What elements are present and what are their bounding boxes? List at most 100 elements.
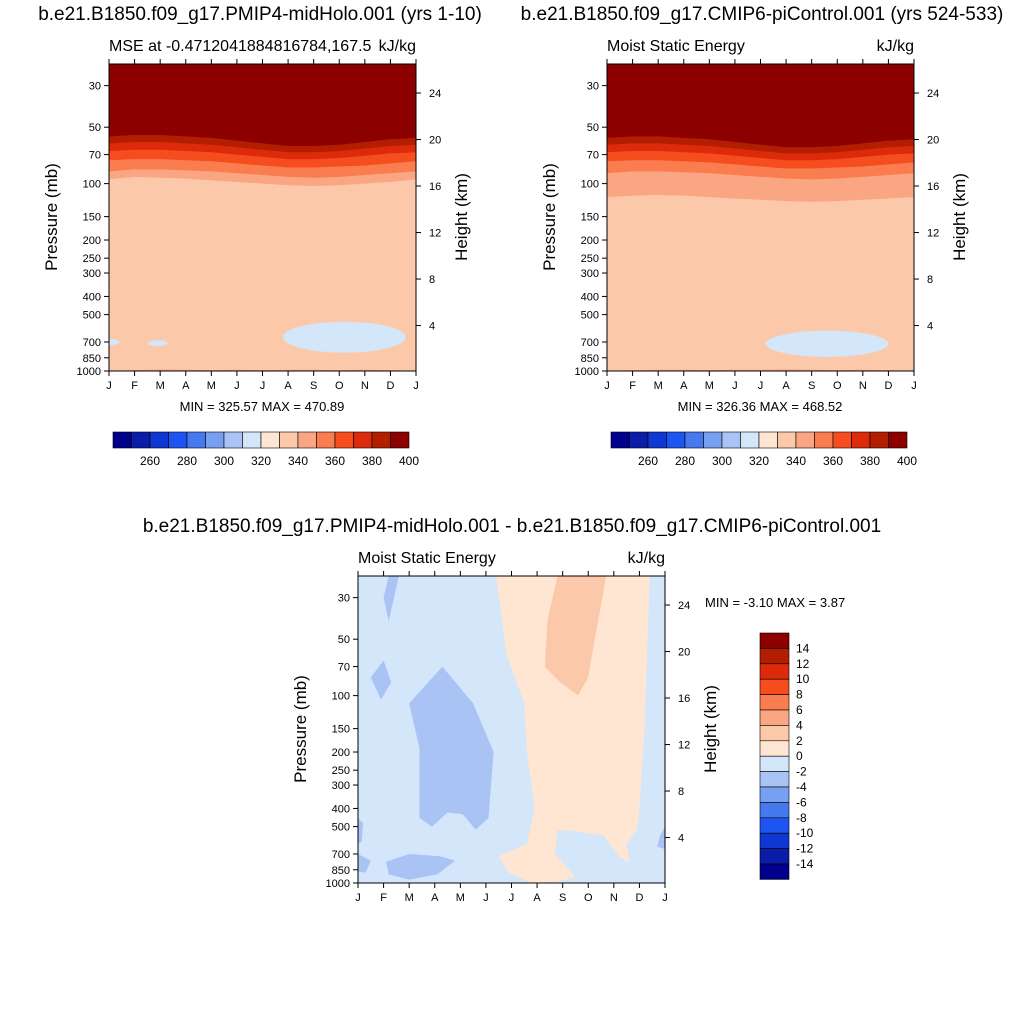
min-max-text: MIN = -3.10 MAX = 3.87 [705,595,845,610]
contour-field [606,63,915,372]
colorbar-label: 340 [786,454,806,468]
y-tick-label: 400 [332,803,350,815]
colorbar-box [610,431,630,449]
colorbar-label: 6 [796,703,803,717]
colorbar-label: 280 [675,454,695,468]
x-tick-label: J [260,380,266,392]
colorbar: 260 280 300 320 340 360 380 400 [112,431,419,468]
x-tick-label: A [782,380,790,392]
colorbar-box [759,663,790,680]
panel-title: b.e21.B1850.f09_g17.CMIP6-piControl.001 … [521,4,1004,25]
contour-region [386,853,456,880]
colorbar-box [371,431,391,449]
colorbar-box [759,755,790,772]
y-axis-label: Pressure (mb) [291,675,310,783]
panel-subtitle-left: Moist Static Energy [607,38,745,55]
colorbar-box [759,832,790,849]
panel-subtitle-left: Moist Static Energy [358,550,496,567]
y-tick-label: 500 [332,822,350,834]
x-tick-label: M [156,380,165,392]
y-tick-label: 1000 [326,878,350,890]
x-tick-label: D [635,892,643,904]
y-axis-label: Pressure (mb) [540,163,559,271]
colorbar-box [869,431,889,449]
panel-units: kJ/kg [379,38,416,55]
colorbar-box [759,632,790,649]
y-tick-label: 500 [581,310,599,322]
colorbar-label: -2 [796,765,807,779]
panel-subtitle-left: MSE at -0.4712041884816784,167.5 [109,38,372,55]
colorbar-box [759,802,790,819]
colorbar-label: -14 [796,857,814,871]
y-axis-right-label: Height (km) [701,685,720,773]
colorbar-box [759,725,790,742]
y-right-tick-label: 4 [429,321,435,333]
x-tick-label: A [284,380,292,392]
x-tick-label: J [234,380,240,392]
colorbar: 260 280 300 320 340 360 380 400 [610,431,917,468]
panel-units: kJ/kg [877,38,914,55]
y-tick-label: 50 [587,122,599,134]
mse-difference-panel: b.e21.B1850.f09_g17.PMIP4-midHolo.001 - … [143,516,881,904]
colorbar-box [131,431,151,449]
y-tick-label: 30 [338,593,350,605]
y-right-tick-label: 8 [678,786,684,798]
colorbar-label: 14 [796,641,810,655]
y-tick-label: 850 [581,353,599,365]
contour-region [358,853,371,873]
colorbar-label: 360 [325,454,345,468]
y-tick-label: 250 [332,765,350,777]
colorbar-label: -6 [796,795,807,809]
x-tick-label: F [629,380,636,392]
contour-fill [109,64,416,371]
min-max-text: MIN = 325.57 MAX = 470.89 [180,399,345,414]
colorbar-label: 400 [897,454,917,468]
x-tick-label: F [131,380,138,392]
contour-band [109,64,416,140]
contour-field [357,575,666,884]
axis-ticks: J F M A M J J A S O N D J 30 50 70 100 150 200 250 300 400 500… [326,571,690,904]
y-tick-label: 250 [581,253,599,265]
y-axis-right-label: Height (km) [452,173,471,261]
colorbar-box [186,431,206,449]
colorbar-label: 380 [860,454,880,468]
y-tick-label: 200 [83,235,101,247]
y-tick-label: 150 [332,724,350,736]
panel-title: b.e21.B1850.f09_g17.PMIP4-midHolo.001 - … [143,516,881,537]
y-tick-label: 700 [332,849,350,861]
x-tick-label: J [911,380,917,392]
colorbar-label: 320 [749,454,769,468]
contour-blob [765,330,889,357]
y-tick-label: 1000 [575,366,599,378]
y-tick-label: 300 [332,780,350,792]
y-tick-label: 100 [581,179,599,191]
x-tick-label: J [662,892,668,904]
y-right-tick-label: 8 [429,274,435,286]
colorbar-label: -12 [796,842,814,856]
y-tick-label: 700 [83,337,101,349]
y-right-tick-label: 16 [678,693,690,705]
y-tick-label: 400 [581,291,599,303]
y-tick-label: 100 [83,179,101,191]
y-tick-label: 250 [83,253,101,265]
x-tick-label: M [705,380,714,392]
y-tick-label: 150 [581,212,599,224]
colorbar-box [759,648,790,665]
contour-blob [147,340,168,347]
contour-region [496,576,650,883]
y-tick-label: 150 [83,212,101,224]
colorbar-box [279,431,299,449]
x-tick-label: D [884,380,892,392]
colorbar-box [759,694,790,711]
colorbar-box [223,431,243,449]
contour-region [358,818,364,845]
min-max-text: MIN = 326.36 MAX = 468.52 [678,399,843,414]
x-tick-label: J [509,892,515,904]
y-tick-label: 300 [581,268,599,280]
contour-region [370,660,392,700]
y-tick-label: 850 [83,353,101,365]
x-tick-label: A [182,380,190,392]
y-tick-label: 1000 [77,366,101,378]
y-tick-label: 30 [89,81,101,93]
